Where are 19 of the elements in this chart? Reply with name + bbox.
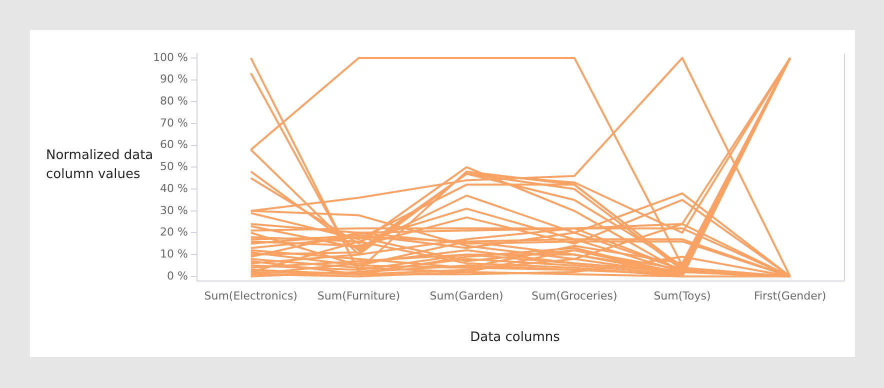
y-tick-label: 0 % [166, 269, 188, 282]
x-axis-title: Data columns [469, 330, 561, 345]
y-tick-label: 90 % [160, 72, 188, 86]
y-tick-label: 70 % [160, 116, 188, 130]
y-tick-label: 100 % [152, 50, 188, 64]
y-tick-label: 30 % [160, 204, 188, 217]
y-tick-label: 10 % [160, 247, 188, 260]
y-tick-label: 50 % [160, 160, 188, 174]
y-tick-label: 20 % [160, 226, 188, 239]
y-axis-title: Normalized data column values [46, 148, 154, 182]
x-tick-label: Sum(Electronics) [204, 289, 298, 302]
x-tick-label: Sum(Furniture) [317, 289, 400, 302]
x-tick-label: Sum(Toys) [654, 289, 711, 302]
y-tick-label: 80 % [160, 94, 188, 108]
x-tick-label: Sum(Garden) [430, 289, 504, 302]
y-tick-label: 60 % [160, 138, 188, 152]
x-tick-label: First(Gender) [754, 289, 826, 302]
y-tick-label: 40 % [160, 182, 188, 195]
x-tick-label: Sum(Groceries) [532, 289, 618, 302]
